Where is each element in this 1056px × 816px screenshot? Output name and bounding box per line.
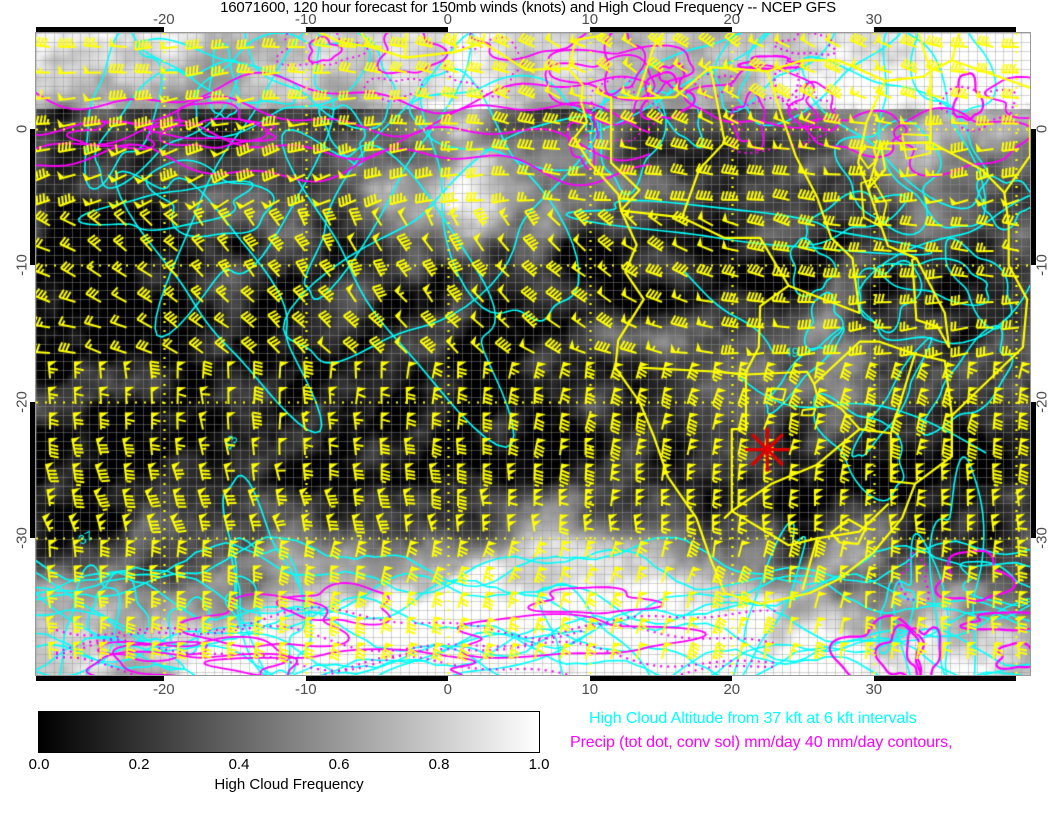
x-tick-top-0: -20 [152,11,175,28]
plot-area[interactable] [35,32,1031,676]
colorbar-tick-4: 0.8 [428,756,450,773]
y-tick-right-1: -10 [1033,254,1051,277]
ruler-bar [30,33,35,675]
colorbar[interactable] [38,711,540,753]
x-tick-bot-3: 10 [581,681,599,698]
colorbar-label: High Cloud Frequency [214,776,364,793]
y-tick-left-2: -20 [13,390,31,413]
ruler-bar [36,676,1030,681]
ruler-bar [1031,33,1036,675]
legend-cloud-altitude: High Cloud Altitude from 37 kft at 6 kft… [589,710,917,727]
ruler-bar [36,27,1030,32]
forecast-map-canvas[interactable] [36,33,1030,675]
colorbar-tick-1: 0.2 [128,756,150,773]
colorbar-tick-3: 0.6 [328,756,350,773]
page-title: 16071600, 120 hour forecast for 150mb wi… [220,0,836,16]
y-tick-left-1: -10 [13,254,31,277]
y-tick-left-3: -30 [13,527,31,550]
colorbar-tick-5: 1.0 [528,756,550,773]
legend-precip: Precip (tot dot, conv sol) mm/day 40 mm/… [570,734,953,751]
x-tick-top-1: -10 [294,11,317,28]
y-tick-right-3: -30 [1033,527,1051,550]
x-tick-bot-1: -10 [294,681,317,698]
x-tick-top-3: 10 [581,11,599,28]
x-tick-bot-0: -20 [152,681,175,698]
x-tick-top-5: 30 [865,11,883,28]
colorbar-tick-2: 0.4 [228,756,250,773]
y-tick-right-0: 0 [1033,124,1051,133]
x-tick-bot-2: 0 [443,681,452,698]
x-tick-bot-5: 30 [865,681,883,698]
colorbar-tick-0: 0.0 [28,756,50,773]
x-tick-top-2: 0 [443,11,452,28]
y-tick-right-2: -20 [1033,390,1051,413]
y-tick-left-0: 0 [13,124,31,133]
x-tick-top-4: 20 [723,11,741,28]
x-tick-bot-4: 20 [723,681,741,698]
